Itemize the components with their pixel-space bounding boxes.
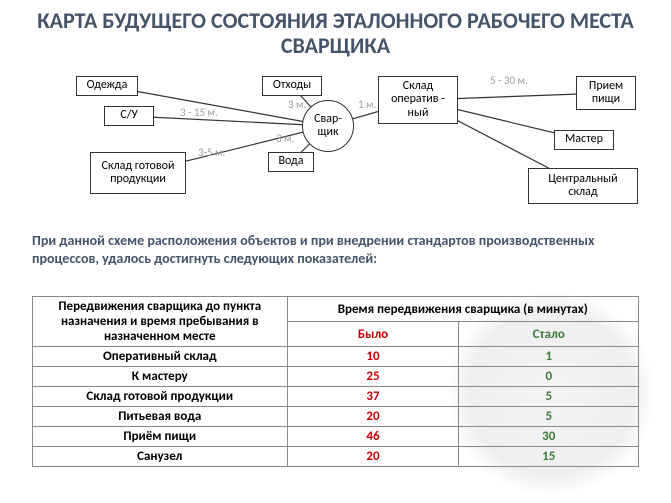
row-before: 10 (287, 347, 459, 367)
subtitle-text: При данной схеме расположения объектов и… (32, 232, 639, 267)
row-before: 46 (287, 427, 459, 447)
row-after: 30 (459, 427, 639, 447)
page-title: КАРТА БУДУЩЕГО СОСТОЯНИЯ ЭТАЛОННОГО РАБО… (0, 0, 671, 59)
row-before: 20 (287, 407, 459, 427)
row-after: 1 (459, 347, 639, 367)
table-row: Санузел2015 (33, 447, 639, 467)
table-row: Склад готовой продукции375 (33, 387, 639, 407)
row-before: 37 (287, 387, 459, 407)
results-table: Передвижения сварщика до пункта назначен… (32, 296, 639, 467)
node-welder: Свар- щик (302, 100, 354, 152)
edge-label: 3 м. (276, 132, 294, 145)
node-eat: Прием пищи (576, 76, 636, 110)
node-finished: Склад готовой продукции (90, 152, 186, 194)
row-name: Питьевая вода (33, 407, 288, 427)
node-clothes: Одежда (76, 76, 138, 96)
row-name: Санузел (33, 447, 288, 467)
table-row: Оперативный склад101 (33, 347, 639, 367)
row-after: 0 (459, 367, 639, 387)
node-master: Мастер (554, 130, 614, 150)
row-name: К мастеру (33, 367, 288, 387)
table-row: Приём пищи4630 (33, 427, 639, 447)
diagram-area: Одежда С/У Склад готовой продукции Отходы Во… (0, 68, 671, 228)
edge-label: 5 - 30 м. (490, 74, 528, 87)
row-name: Приём пищи (33, 427, 288, 447)
row-after: 5 (459, 407, 639, 427)
node-central: Центральный склад (528, 168, 638, 204)
edge-label: 3-5 м. (198, 146, 225, 159)
node-waste: Отходы (262, 76, 322, 96)
row-name: Склад готовой продукции (33, 387, 288, 407)
node-su: С/У (104, 106, 154, 126)
table-row: К мастеру250 (33, 367, 639, 387)
edge-label: 1 м. (358, 98, 376, 111)
th-route: Передвижения сварщика до пункта назначен… (33, 297, 288, 347)
node-opstore: Склад оператив - ный (378, 76, 458, 124)
table-row: Питьевая вода205 (33, 407, 639, 427)
th-time: Время передвижения сварщика (в минутах) (287, 297, 638, 322)
edge-label: 3 - 15 м. (180, 106, 218, 119)
node-water: Вода (268, 152, 314, 172)
edge-label: 3 м. (288, 98, 306, 111)
th-before: Было (287, 322, 459, 347)
th-after: Стало (459, 322, 639, 347)
row-after: 5 (459, 387, 639, 407)
row-before: 20 (287, 447, 459, 467)
row-name: Оперативный склад (33, 347, 288, 367)
row-before: 25 (287, 367, 459, 387)
row-after: 15 (459, 447, 639, 467)
